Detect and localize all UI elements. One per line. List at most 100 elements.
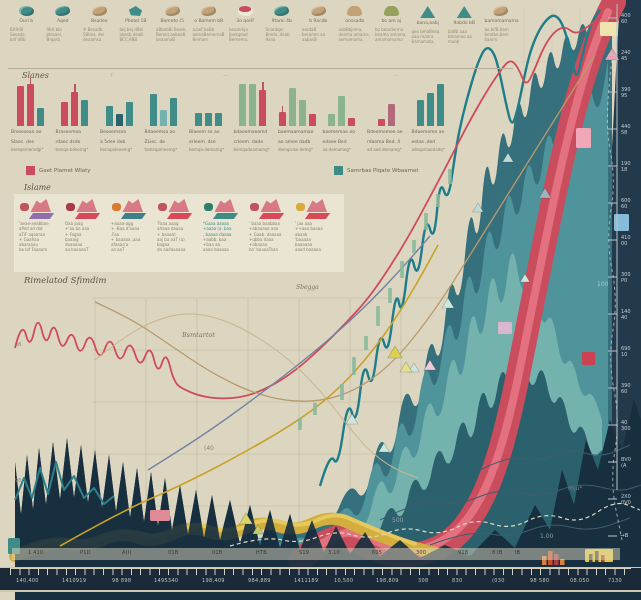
x-axis-tick-label: 01B [212,550,223,556]
top-icon-item: 3o qod? beammja Jbeaqead Bemema, [227,6,264,45]
shell-icon [201,6,217,16]
top-icon-item: Aqed 9bA bbi Jdesaei, Brqarb [45,6,82,45]
bar [125,102,133,126]
ribbon-icon [74,213,101,219]
mini-bar-group: Bdaeemso ao ZLiec. de temeqameemg* [142,82,187,152]
right-axis-tick-label: 190 18 [621,161,641,174]
candlestick [436,194,440,207]
section-header-islands: Islame [24,183,51,192]
ribbon-icon [258,213,285,219]
bar-caption: Blaeem se ao [189,130,220,135]
icon-caption-line: 9ana [265,37,276,43]
right-axis-tick-label: 240 45 [621,50,641,63]
error-whisker [262,82,264,90]
island-icon [249,198,289,219]
bar [437,84,445,126]
chart-small-label: (40 [204,445,214,452]
mound-icon [347,6,363,16]
teal-left-line [14,461,115,505]
chip-icon [66,203,75,211]
island-icon [111,198,151,219]
y-axis-tick-label: 98 [15,478,22,484]
dashed-band [606,59,623,541]
x-axis-tick-label: 3.10 [328,550,340,556]
right-axis-tick-label: 40 300 [621,420,641,433]
icon-caption-line: amamamama [375,37,403,43]
tick-value-sub: 10 [621,351,628,358]
chart-annotation-sbagga: Sbegga [296,284,319,291]
triangle-marker [423,359,437,371]
bar-cluster [189,82,228,126]
bar-subcaption: aa demameg* [322,147,351,152]
x-axis-tick-label: HTB [256,550,267,556]
footer-bar: 140,400 1410919 98 898 1495340 198,409 984,88… [0,567,641,592]
footer-number: (030 [492,578,505,584]
rect-marker [582,352,595,365]
bar-caption: rdaec dsde [55,139,81,145]
footer-number: 198,809 [376,578,399,584]
chart-small-label: 100 [597,281,609,288]
slanes-tick-row: 7 · — · · — · · [110,74,510,79]
triangle-marker [399,361,413,373]
chip-icon [112,203,121,211]
rect-marker [576,128,591,148]
x-axis-tick-label: S19 [299,550,310,556]
bar-wrap [259,82,267,126]
mini-bar-group: Brseeseao ao Slaec. des bemqememdgi* [8,78,53,152]
chart-small-label: mju* [568,485,582,492]
bar-caption: Bdeememee ae [367,130,403,135]
triangle-marker [408,362,420,373]
icon-title: 9abdo bB [453,21,475,26]
mini-bar-group: baemaamamao ao amee dadb demqa-be demg* [275,82,320,152]
shell-icon [55,6,71,16]
swirl-icon [18,6,34,16]
candlestick [340,384,344,400]
right-axis-tick-label: 390 60 [621,383,641,396]
top-icon-item: o Bamem bB a,bef beBb aemaBememaB Bemam [191,6,228,45]
bar [259,90,267,126]
y-axis-tick-label: 08 [15,342,22,348]
candlestick [412,240,416,253]
x-axis-tick-label: 918 [458,550,469,556]
bar-caption: Beseemsea [100,130,126,135]
bar-cluster [412,82,451,126]
island-caption-line: aa aaT [111,247,125,253]
bar-wrap [150,94,158,126]
candlestick [448,169,452,184]
chart-title: Rimelatod Sfimdim [24,276,107,286]
gem-icon [128,6,143,16]
tick-value-sub: 0V0 [621,499,631,506]
top-icon-item: Pbead 1B bej bej dBbi abesb deaB BCC,9BB [118,6,155,45]
bar-wrap [105,106,113,126]
contour-3 [479,444,631,471]
icon-title: Bemeto (5 [160,19,185,24]
bar-cluster [11,78,50,126]
divider [8,68,513,69]
bar [288,88,296,126]
footer-number: 1495340 [154,578,179,584]
triangle-marker [387,345,403,359]
shell-icon [164,6,180,16]
ribbon-icon [304,213,331,219]
dashed-bottom [229,502,641,547]
icon-title: Pbead 1B [125,19,147,24]
top-icon-row: Ouri b BX9-BI Sasado: baf dBb Aqed 9bA bbi Jde… [8,6,520,45]
tick-value-sub: 95 [621,92,628,99]
bar [338,96,346,126]
tick-mark: · [452,74,455,79]
footer-number: 308 [418,578,429,584]
bar [194,113,202,126]
top-icon-item: 9abdo bB baBb aaa bmamao aa maab [446,6,483,45]
bar-wrap [36,108,44,126]
candlestick [364,336,368,350]
right-axis-tick-label: 390 95 [621,87,641,100]
tick-value-sub: 00 [621,240,628,247]
tick-mark: — [223,74,228,79]
bar-cluster [145,82,184,126]
bar [61,102,69,126]
bar-wrap [16,86,24,126]
chart-annotation-sentartot: Bsmtartot [182,331,216,339]
top-icon-item: Bemeto (5 aBbebBi Beam, Bemo),aebeaB beaama… [154,6,191,45]
top-icon-item: onssadb aabBbjema, doema amame, aemamama, [337,6,374,45]
bar-wrap [194,113,202,126]
